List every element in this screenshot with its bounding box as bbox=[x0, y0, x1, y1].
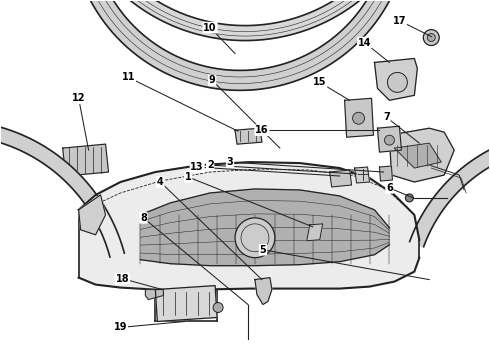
Polygon shape bbox=[355, 167, 369, 183]
Circle shape bbox=[388, 72, 407, 92]
Polygon shape bbox=[410, 130, 490, 247]
Circle shape bbox=[235, 218, 275, 258]
Text: 6: 6 bbox=[386, 183, 393, 193]
Text: 12: 12 bbox=[72, 93, 85, 103]
Circle shape bbox=[213, 302, 223, 312]
Polygon shape bbox=[155, 285, 217, 321]
Polygon shape bbox=[141, 189, 390, 266]
Polygon shape bbox=[374, 58, 417, 100]
Polygon shape bbox=[146, 289, 163, 300]
Polygon shape bbox=[87, 0, 393, 90]
Text: 4: 4 bbox=[157, 177, 164, 187]
Polygon shape bbox=[390, 128, 454, 182]
Polygon shape bbox=[379, 166, 392, 181]
Text: 8: 8 bbox=[140, 213, 147, 223]
Text: 11: 11 bbox=[122, 72, 135, 82]
Polygon shape bbox=[85, 0, 405, 41]
Text: 5: 5 bbox=[260, 245, 266, 255]
Polygon shape bbox=[307, 224, 323, 241]
Polygon shape bbox=[0, 120, 124, 257]
Text: 9: 9 bbox=[209, 75, 216, 85]
Circle shape bbox=[353, 112, 365, 124]
Polygon shape bbox=[394, 143, 441, 168]
Text: 19: 19 bbox=[114, 323, 127, 332]
Polygon shape bbox=[78, 162, 419, 289]
Polygon shape bbox=[235, 128, 262, 144]
Text: 14: 14 bbox=[358, 37, 371, 48]
Text: 15: 15 bbox=[313, 77, 326, 87]
Polygon shape bbox=[63, 144, 108, 176]
Polygon shape bbox=[377, 126, 401, 152]
Circle shape bbox=[385, 135, 394, 145]
Polygon shape bbox=[255, 278, 272, 305]
Text: 13: 13 bbox=[191, 162, 204, 172]
Text: 10: 10 bbox=[203, 23, 217, 33]
Text: 1: 1 bbox=[185, 172, 192, 182]
Text: 17: 17 bbox=[392, 15, 406, 26]
Polygon shape bbox=[330, 170, 352, 187]
Text: 2: 2 bbox=[207, 160, 214, 170]
Text: 7: 7 bbox=[383, 112, 390, 122]
Text: 16: 16 bbox=[255, 125, 269, 135]
Text: 3: 3 bbox=[227, 157, 233, 167]
Polygon shape bbox=[78, 195, 105, 235]
Polygon shape bbox=[344, 98, 373, 137]
Circle shape bbox=[423, 30, 439, 45]
Text: 18: 18 bbox=[116, 274, 129, 284]
Circle shape bbox=[427, 33, 435, 41]
Circle shape bbox=[405, 194, 414, 202]
